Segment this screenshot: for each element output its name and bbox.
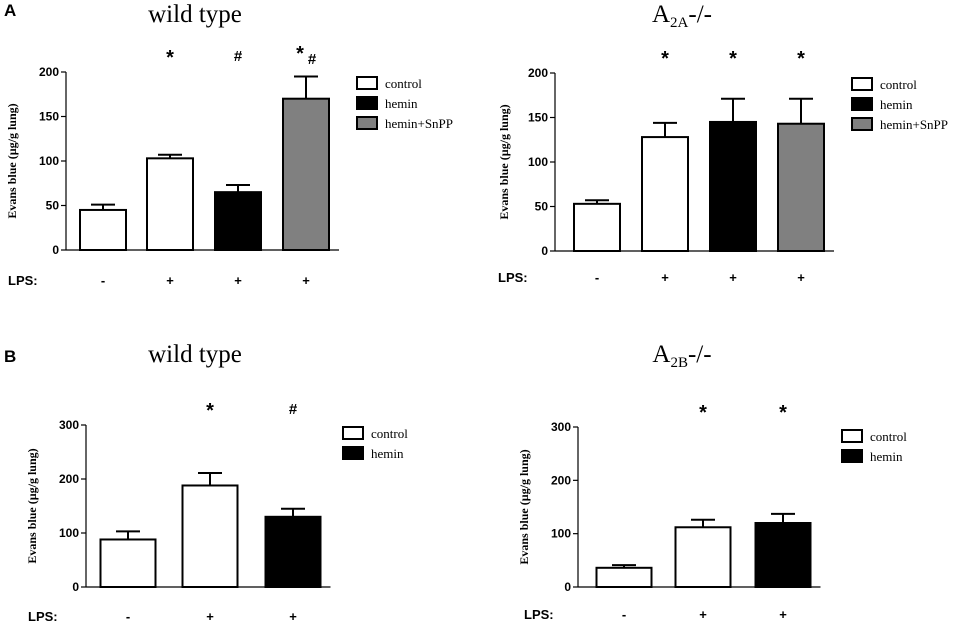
- bar-hemin: [709, 120, 757, 252]
- legend-swatch: [356, 96, 378, 110]
- legend-label: hemin+SnPP: [880, 117, 948, 132]
- bar-control: [573, 202, 621, 252]
- legend-label: hemin: [371, 446, 404, 461]
- lps-sign: +: [289, 609, 297, 624]
- y-tick-label: 200: [59, 472, 79, 486]
- lps-sign: -: [595, 270, 599, 285]
- bar-control: [181, 484, 239, 589]
- lps-sign: +: [166, 273, 174, 288]
- legend-swatch: [356, 116, 378, 130]
- significance-star: *: [166, 47, 174, 69]
- legend-label: hemin: [870, 449, 903, 464]
- legend-label: control: [880, 77, 917, 92]
- lps-sign: +: [797, 270, 805, 285]
- significance-star: *: [296, 43, 304, 65]
- significance-star: *: [729, 48, 737, 70]
- legend-swatch: [851, 117, 873, 131]
- lps-sign: -: [622, 607, 626, 622]
- legend-swatch: [342, 426, 364, 440]
- significance-star: *: [797, 48, 805, 70]
- legend-swatch: [841, 449, 863, 463]
- y-tick-label: 0: [72, 580, 79, 594]
- chart-title-b-wildtype: wild type: [148, 341, 242, 368]
- significance-hash: #: [289, 401, 298, 418]
- significance-hash: #: [234, 48, 243, 65]
- y-tick-label: 150: [39, 110, 59, 124]
- bar-control: [146, 157, 194, 251]
- x-axis-label: LPS:: [524, 607, 554, 622]
- bar-control: [99, 538, 157, 588]
- legend-label: hemin: [880, 97, 913, 112]
- legend-swatch: [356, 76, 378, 90]
- y-tick-label: 300: [551, 420, 571, 434]
- y-axis-label: Evans blue (µg/g lung): [25, 448, 39, 563]
- y-axis-label: Evans blue (µg/g lung): [517, 449, 531, 564]
- lps-sign: +: [661, 270, 669, 285]
- chart-a-wildtype: 0 50 100 150 200 Evans blue (µg/g lung) LPS: - +…: [5, 43, 453, 288]
- y-tick-label: 100: [528, 155, 548, 169]
- bar-control: [79, 208, 127, 251]
- y-tick-label: 50: [535, 200, 549, 214]
- y-tick-label: 100: [551, 527, 571, 541]
- bar-control: [674, 526, 732, 588]
- y-axis-label: Evans blue (µg/g lung): [5, 103, 19, 218]
- significance-star: *: [779, 402, 787, 424]
- significance-hash: #: [308, 51, 317, 68]
- legend-label: control: [371, 426, 408, 441]
- y-tick-label: 200: [551, 473, 571, 487]
- panel-letter-b: B: [4, 347, 16, 366]
- lps-sign: +: [302, 273, 310, 288]
- legend-label: control: [385, 76, 422, 91]
- significance-star: *: [661, 48, 669, 70]
- lps-sign: +: [234, 273, 242, 288]
- lps-sign: +: [699, 607, 707, 622]
- legend-swatch: [342, 446, 364, 460]
- x-axis-label: LPS:: [8, 273, 38, 288]
- bar-hemin: [264, 515, 322, 588]
- bar-hemin-snpp: [777, 122, 825, 252]
- y-tick-label: 100: [39, 154, 59, 168]
- y-tick-label: 300: [59, 418, 79, 432]
- x-axis-label: LPS:: [28, 609, 58, 624]
- significance-star: *: [699, 402, 707, 424]
- y-tick-label: 200: [528, 66, 548, 80]
- bar-hemin-snpp: [282, 97, 330, 251]
- y-tick-label: 50: [46, 199, 60, 213]
- chart-b-wildtype: 0 100 200 300 Evans blue (µg/g lung) LPS: - + * +…: [25, 400, 408, 624]
- chart-title-b-knockout: A2B-/-: [652, 341, 711, 371]
- significance-star: *: [206, 400, 214, 422]
- y-tick-label: 0: [564, 580, 571, 594]
- lps-sign: -: [101, 273, 105, 288]
- y-tick-label: 100: [59, 526, 79, 540]
- lps-sign: +: [729, 270, 737, 285]
- bar-control: [595, 566, 653, 588]
- y-tick-label: 200: [39, 65, 59, 79]
- chart-title-a-wildtype: wild type: [148, 1, 242, 28]
- lps-sign: +: [779, 607, 787, 622]
- bar-hemin: [214, 191, 262, 251]
- bar-hemin: [754, 522, 812, 588]
- lps-sign: -: [126, 609, 130, 624]
- legend-label: hemin: [385, 96, 418, 111]
- y-tick-label: 150: [528, 111, 548, 125]
- chart-b-knockout: 0 100 200 300 Evans blue (µg/g lung) LPS: - + * +…: [517, 402, 907, 622]
- legend-swatch: [841, 429, 863, 443]
- lps-sign: +: [206, 609, 214, 624]
- chart-title-a-knockout: A2A-/-: [652, 1, 712, 31]
- legend-swatch: [851, 77, 873, 91]
- legend-label: control: [870, 429, 907, 444]
- bar-control: [641, 136, 689, 252]
- y-tick-label: 0: [541, 244, 548, 258]
- panel-letter-a: A: [4, 1, 16, 20]
- legend-swatch: [851, 97, 873, 111]
- legend-label: hemin+SnPP: [385, 116, 453, 131]
- x-axis-label: LPS:: [498, 270, 528, 285]
- y-tick-label: 0: [52, 243, 59, 257]
- y-axis-label: Evans blue (µg/g lung): [497, 104, 511, 219]
- chart-a-knockout: 0 50 100 150 200 Evans blue (µg/g lung) LPS: - +…: [497, 48, 948, 285]
